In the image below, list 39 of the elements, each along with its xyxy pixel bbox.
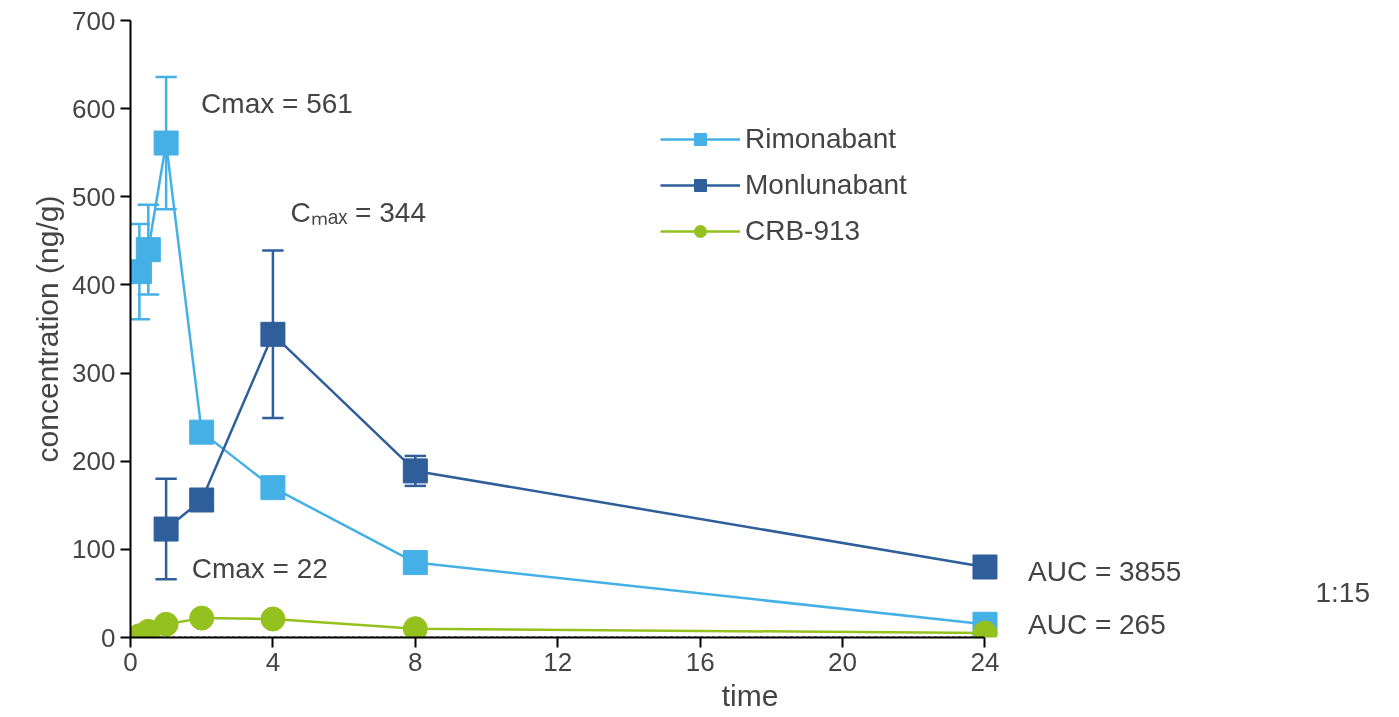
y-tick-label: 200 (72, 446, 116, 477)
x-tick-label: 16 (685, 646, 715, 677)
point (153, 130, 179, 156)
legend-label: Rimonabant (745, 123, 896, 155)
x-tick-label: 12 (543, 646, 573, 677)
point (260, 606, 286, 632)
point (972, 554, 998, 580)
x-tick-label: 20 (828, 646, 858, 677)
point (153, 611, 179, 637)
x-tick-label: 8 (408, 646, 423, 677)
x-axis-title: time (721, 678, 779, 712)
y-tick-label: 400 (72, 269, 116, 300)
legend-label: CRB-913 (745, 215, 861, 247)
y-tick-label: 0 (101, 622, 116, 653)
point (402, 616, 428, 638)
y-tick-label: 300 (72, 358, 116, 389)
point (153, 516, 179, 542)
point (189, 419, 215, 445)
y-axis-title: concentration (ng/g) (31, 195, 65, 463)
annotation: Cmax = 22 (191, 552, 328, 584)
x-tick-label: 4 (265, 646, 281, 677)
y-tick-label: 100 (72, 534, 116, 565)
y-tick-label: 500 (72, 181, 116, 212)
annotation: AUC = 3855 (1027, 556, 1182, 588)
annotation: Cₘₐₓ = 344 (290, 197, 426, 228)
x-tick-label: 0 (123, 646, 138, 677)
text: 1:15 (1315, 577, 1370, 608)
point (135, 237, 161, 263)
annotation: AUC = 265 (1027, 608, 1166, 640)
point (260, 321, 286, 347)
point (260, 475, 286, 501)
point (189, 487, 215, 513)
point (189, 605, 215, 631)
legend-label: Monlunabant (745, 169, 907, 201)
point (402, 550, 428, 576)
x-tick-label: 24 (970, 646, 1000, 677)
y-tick-label: 700 (72, 5, 116, 36)
y-tick-label: 600 (72, 93, 116, 124)
annotation: Cmax = 561 (201, 87, 353, 119)
